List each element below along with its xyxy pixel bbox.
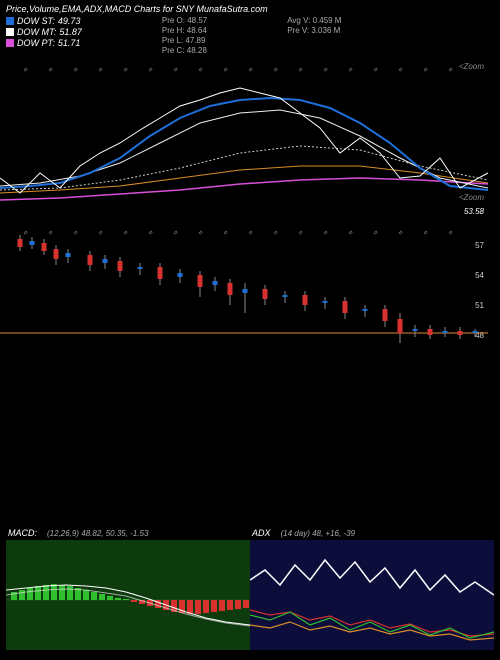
stats-ohlc: Pre O: 48.57 Pre H: 48.64 Pre L: 47.89 P… <box>162 16 207 55</box>
stat-open: Pre O: 48.57 <box>162 16 207 25</box>
stats-volume: Avg V: 0.459 M Pre V: 3.036 M <box>287 16 341 55</box>
adx-chart[interactable] <box>250 540 494 650</box>
svg-text:57: 57 <box>475 241 484 250</box>
legend-mt: DOW MT: 51.87 <box>6 27 82 37</box>
adx-panel: ADX (14 day) 48, +16, -39 <box>250 528 494 650</box>
candlestick-chart[interactable]: ⋄⋄⋄⋄⋄⋄⋄⋄⋄⋄⋄⋄⋄⋄⋄⋄⋄⋄57545148 <box>0 225 488 355</box>
legend-st-label: DOW ST: <box>17 16 55 26</box>
stat-avgvol: Avg V: 0.459 M <box>287 16 341 25</box>
macd-chart[interactable] <box>6 540 250 650</box>
adx-label: ADX <box>252 528 271 538</box>
legend-pt-value: 51.71 <box>58 38 81 48</box>
legend-mt-value: 51.87 <box>59 27 82 37</box>
legend-pt: DOW PT: 51.71 <box>6 38 82 48</box>
legend-mt-swatch <box>6 28 14 36</box>
svg-text:51: 51 <box>475 301 484 310</box>
adx-stats: (14 day) 48, +16, -39 <box>281 529 356 538</box>
legend-st: DOW ST: 49.73 <box>6 16 82 26</box>
stat-low: Pre L: 47.89 <box>162 36 207 45</box>
macd-label: MACD: <box>8 528 37 538</box>
zoom-bot-label[interactable]: <Zoom <box>459 193 484 202</box>
price-ema-chart[interactable]: ⋄⋄⋄⋄⋄⋄⋄⋄⋄⋄⋄⋄⋄⋄⋄⋄⋄⋄ <box>0 58 488 218</box>
stat-close: Pre C: 48.28 <box>162 46 207 55</box>
legend-st-value: 49.73 <box>58 16 81 26</box>
zoom-top-label[interactable]: <Zoom <box>459 62 484 71</box>
legend-pt-swatch <box>6 39 14 47</box>
legend-st-swatch <box>6 17 14 25</box>
legend-mt-label: DOW MT: <box>17 27 56 37</box>
legend-row: DOW ST: 49.73 DOW MT: 51.87 DOW PT: 51.7… <box>6 16 494 55</box>
macd-panel: MACD: (12,26,9) 48.82, 50.35, -1.53 <box>6 528 250 650</box>
chart-header: Price,Volume,EMA,ADX,MACD Charts for SNY… <box>0 0 500 59</box>
legend-pt-label: DOW PT: <box>17 38 55 48</box>
svg-text:54: 54 <box>475 271 484 280</box>
price-ema-panel: ⋄⋄⋄⋄⋄⋄⋄⋄⋄⋄⋄⋄⋄⋄⋄⋄⋄⋄ <Zoom <Zoom 53.58 <box>0 58 488 218</box>
candle-panel: ⋄⋄⋄⋄⋄⋄⋄⋄⋄⋄⋄⋄⋄⋄⋄⋄⋄⋄57545148 <box>0 225 488 355</box>
page-title: Price,Volume,EMA,ADX,MACD Charts for SNY… <box>6 4 494 14</box>
macd-stats: (12,26,9) 48.82, 50.35, -1.53 <box>47 529 148 538</box>
price-right-label: 53.58 <box>464 207 484 216</box>
stat-prevol: Pre V: 3.036 M <box>287 26 341 35</box>
bottom-indicators: MACD: (12,26,9) 48.82, 50.35, -1.53 ADX … <box>6 528 494 650</box>
legend-left: DOW ST: 49.73 DOW MT: 51.87 DOW PT: 51.7… <box>6 16 82 55</box>
stat-high: Pre H: 48.64 <box>162 26 207 35</box>
